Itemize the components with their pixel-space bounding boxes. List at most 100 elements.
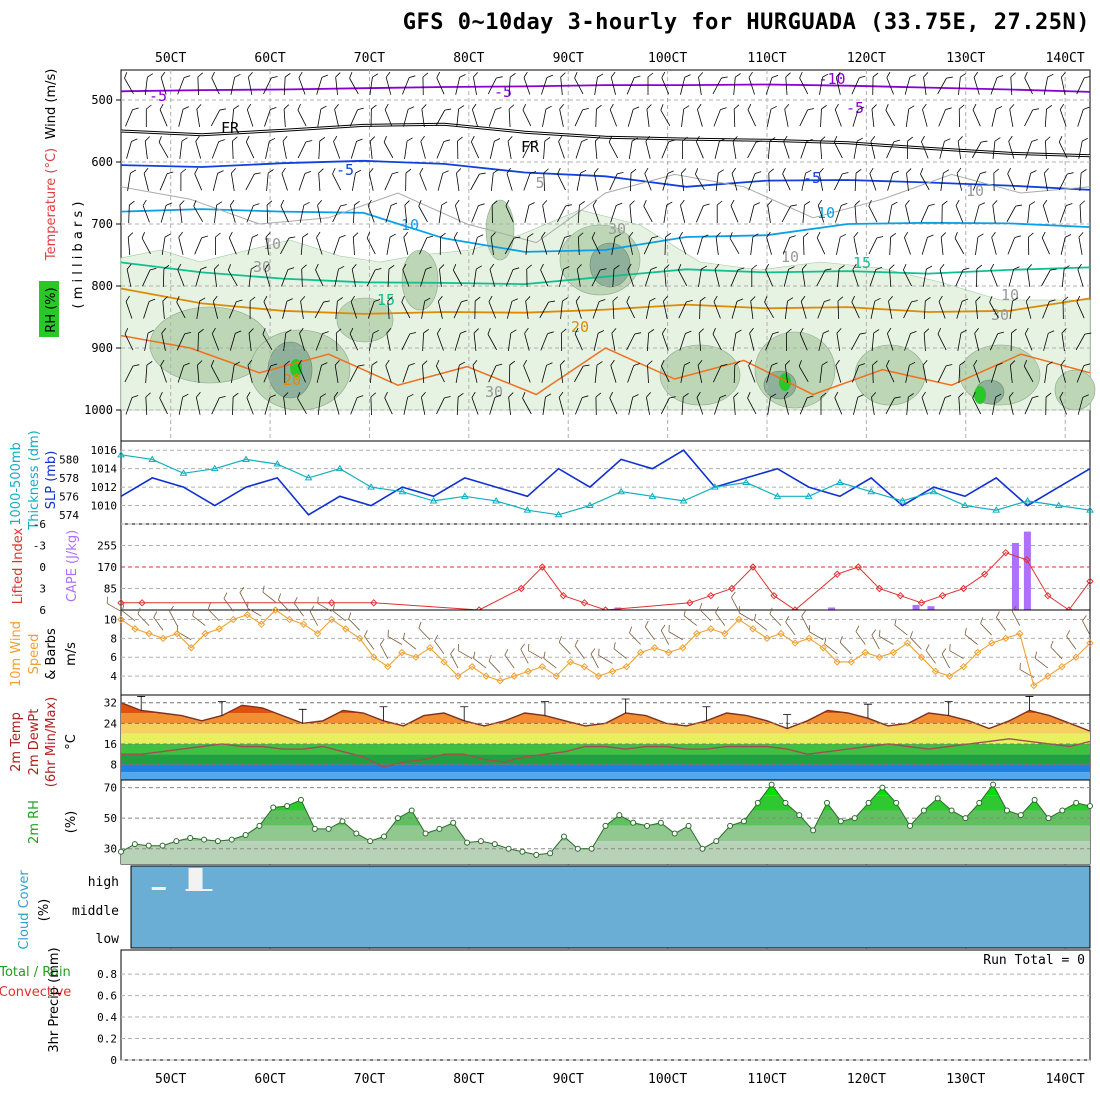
thickness-marker bbox=[679, 496, 688, 504]
wind-barb-shaft bbox=[560, 76, 563, 96]
wind-barb-flag bbox=[753, 202, 760, 206]
wind-barb bbox=[508, 104, 515, 128]
wind-barb-flag bbox=[284, 360, 290, 366]
wind-barb-flag bbox=[297, 103, 301, 111]
wind-barb bbox=[419, 167, 427, 191]
wind-barb-flag bbox=[1082, 394, 1089, 398]
wind-barb-shaft bbox=[264, 109, 271, 127]
wind-barb-flag bbox=[160, 359, 165, 366]
wind-barb bbox=[540, 331, 554, 351]
wind-barb-flag bbox=[494, 394, 502, 398]
wind-barb-flag bbox=[182, 106, 190, 110]
wind-barb-flag bbox=[283, 392, 289, 398]
wind-barb-flag bbox=[718, 169, 724, 174]
wind-barb bbox=[697, 103, 703, 127]
wind-barb bbox=[664, 232, 671, 256]
wind-barb-shaft bbox=[887, 173, 894, 191]
wind-barb-shaft bbox=[1059, 109, 1067, 127]
wind-barb-flag bbox=[997, 331, 1004, 335]
wind-barb-flag bbox=[512, 267, 520, 271]
wind-barb-shaft bbox=[921, 141, 929, 159]
wind-barb-flag bbox=[610, 71, 616, 78]
wind-barb-shaft bbox=[144, 77, 148, 95]
wind-barb bbox=[194, 235, 208, 255]
surface-wind-barb bbox=[387, 629, 403, 645]
wind-barb-flag bbox=[632, 394, 639, 398]
li-marker bbox=[686, 599, 694, 607]
wind-barb-flag bbox=[713, 295, 718, 302]
rh-marker bbox=[560, 833, 567, 840]
wind-speed-marker bbox=[594, 672, 603, 680]
wind-barb bbox=[1026, 264, 1033, 287]
wind-barb bbox=[626, 75, 641, 95]
wind-barb-shaft bbox=[609, 397, 618, 415]
rh-marker bbox=[131, 841, 138, 848]
wind-barb bbox=[490, 169, 499, 191]
rh-marker bbox=[477, 838, 484, 845]
wind-barb bbox=[125, 107, 139, 127]
wind-barb bbox=[888, 296, 893, 319]
wind-barb-shaft bbox=[452, 269, 463, 287]
wind-barb bbox=[645, 135, 651, 159]
wind-barb-shaft bbox=[1024, 333, 1033, 351]
surface-wind-barb bbox=[808, 625, 824, 641]
wind-barb-flag bbox=[441, 201, 448, 206]
wind-barb bbox=[368, 167, 374, 191]
wind-barb-flag bbox=[144, 136, 150, 142]
wind-barb-flag bbox=[1063, 265, 1070, 270]
wind-barb bbox=[334, 360, 340, 383]
wind-barb-flag bbox=[820, 392, 827, 398]
wind-barb bbox=[751, 264, 758, 287]
wind-barb bbox=[871, 329, 880, 352]
wind-barb-flag bbox=[228, 231, 233, 238]
wind-barb bbox=[885, 104, 895, 127]
wind-barb bbox=[921, 135, 929, 159]
wind-barb bbox=[957, 329, 967, 351]
rh-marker bbox=[782, 799, 789, 806]
wind-barb-flag bbox=[891, 201, 898, 206]
wind-barb-flag bbox=[421, 104, 427, 110]
wind-barb-shaft bbox=[439, 269, 442, 287]
wind-barb-shaft bbox=[421, 109, 425, 127]
wind-barb-flag bbox=[282, 136, 288, 142]
wind-barb bbox=[646, 392, 651, 415]
wind-barb-flag bbox=[1047, 73, 1054, 78]
wind-barb-shaft bbox=[730, 205, 739, 223]
wind-barb bbox=[249, 296, 256, 319]
wind-barb-flag bbox=[1048, 330, 1055, 334]
wind-barb bbox=[318, 136, 326, 160]
wind-barb-flag bbox=[610, 359, 615, 366]
wind-barb-flag bbox=[322, 331, 329, 334]
wind-barb bbox=[889, 232, 897, 256]
wind-barb bbox=[922, 360, 928, 383]
wind-barb-shaft bbox=[801, 173, 806, 191]
wind-barb-shaft bbox=[456, 173, 460, 191]
wind-barb-flag bbox=[712, 328, 716, 335]
surface-wind-barb bbox=[450, 648, 459, 669]
wind-barb-flag bbox=[473, 72, 478, 78]
surface-wind-barb bbox=[1082, 615, 1091, 636]
wind-barb-flag bbox=[608, 136, 613, 143]
wind-barb-flag bbox=[334, 103, 339, 110]
wind-barb-shaft bbox=[972, 173, 981, 191]
wind-barb-flag bbox=[872, 72, 879, 78]
wind-barb-shaft bbox=[1044, 108, 1047, 128]
wind-barb-shaft bbox=[281, 173, 288, 191]
wind-barb-flag bbox=[975, 296, 981, 302]
rh-marker bbox=[671, 830, 678, 837]
wind-barb-flag bbox=[581, 138, 588, 142]
wind-barb-shaft bbox=[626, 301, 636, 319]
wind-barb-shaft bbox=[937, 77, 947, 95]
precip-axis-title: 3hr Precip (mm) bbox=[47, 947, 62, 1052]
wind-barb-shaft bbox=[231, 108, 234, 128]
wind-barb-shaft bbox=[196, 301, 201, 319]
wind-barb bbox=[351, 264, 357, 287]
wind-barb-shaft bbox=[245, 173, 255, 191]
wind-barb-flag bbox=[147, 329, 154, 334]
wind-barb-shaft bbox=[300, 301, 304, 319]
wind-barb-shaft bbox=[159, 109, 168, 127]
surface-wind-barb-flag bbox=[379, 638, 385, 645]
wind-barb bbox=[854, 200, 860, 224]
wind-barb bbox=[833, 135, 843, 159]
wind-barb-flag bbox=[547, 331, 554, 335]
